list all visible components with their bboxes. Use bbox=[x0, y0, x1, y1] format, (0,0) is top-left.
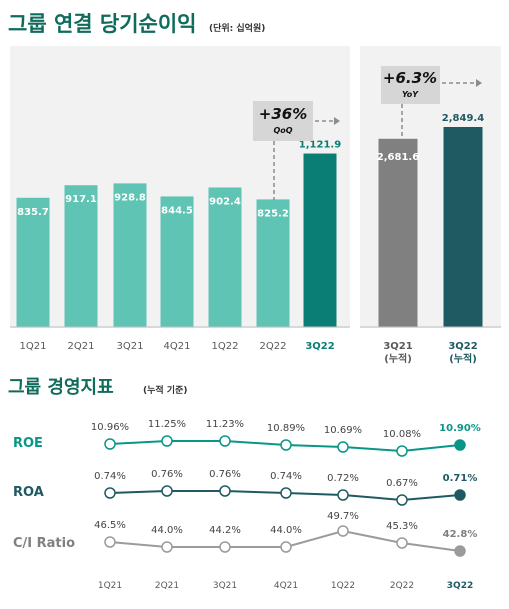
cum-tick-1-line2: (누적) bbox=[449, 352, 477, 365]
series-0-label-0: 10.96% bbox=[91, 422, 129, 433]
series-2-label-4: 49.7% bbox=[327, 511, 359, 522]
bar-label-1Q21: 835.7 bbox=[17, 207, 49, 218]
series-1-label-6: 0.71% bbox=[443, 473, 478, 484]
bar-2Q22 bbox=[256, 199, 290, 327]
yoy-value: +6.3% bbox=[383, 69, 437, 87]
series-1-point-1 bbox=[161, 485, 173, 497]
series-2-point-1 bbox=[161, 541, 173, 553]
kpi-x-tick-1Q22: 1Q22 bbox=[331, 581, 355, 591]
series-0-point-4 bbox=[337, 441, 349, 453]
series-1-label-4: 0.72% bbox=[327, 473, 359, 484]
series-0-label-4: 10.69% bbox=[324, 425, 362, 436]
series-name-2: C/I Ratio bbox=[13, 536, 75, 551]
series-2-point-6 bbox=[454, 545, 466, 557]
series-1-point-6 bbox=[454, 489, 466, 501]
qoq-value: +36% bbox=[259, 105, 307, 123]
kpi-x-tick-1Q21: 1Q21 bbox=[98, 581, 122, 591]
series-2-label-5: 45.3% bbox=[386, 521, 418, 532]
chart2-subtitle: (누적 기준) bbox=[143, 384, 187, 396]
series-0-point-6 bbox=[454, 439, 466, 451]
chart2-title: 그룹 경영지표 bbox=[8, 377, 114, 398]
series-1-label-0: 0.74% bbox=[94, 471, 126, 482]
bar-label-4Q21: 844.5 bbox=[161, 205, 193, 216]
series-1-label-5: 0.67% bbox=[386, 478, 418, 489]
bar-1Q21 bbox=[16, 197, 50, 327]
series-1-label-2: 0.76% bbox=[209, 469, 241, 480]
series-0-point-5 bbox=[396, 445, 408, 457]
series-2-point-4 bbox=[337, 525, 349, 537]
kpi-x-tick-4Q21: 4Q21 bbox=[274, 581, 298, 591]
series-0-label-1: 11.25% bbox=[148, 419, 186, 430]
kpi-x-tick-2Q21: 2Q21 bbox=[155, 581, 179, 591]
x-tick-2Q22: 2Q22 bbox=[260, 341, 287, 352]
bar-1Q22 bbox=[208, 187, 242, 327]
series-2-label-0: 46.5% bbox=[94, 520, 126, 531]
x-tick-4Q21: 4Q21 bbox=[164, 341, 191, 352]
cum-tick-0-line1: 3Q21 bbox=[383, 341, 412, 352]
x-tick-1Q22: 1Q22 bbox=[212, 341, 239, 352]
series-0-label-5: 10.08% bbox=[383, 429, 421, 440]
qoq-box bbox=[253, 101, 313, 141]
cum-tick-0-line2: (누적) bbox=[384, 352, 412, 365]
series-2-point-0 bbox=[104, 536, 116, 548]
series-0-point-0 bbox=[104, 438, 116, 450]
series-0-label-2: 11.23% bbox=[206, 419, 244, 430]
bar-label-3Q21: 928.8 bbox=[114, 192, 146, 203]
series-1-point-4 bbox=[337, 489, 349, 501]
cum-bar-label-0: 2,681.6 bbox=[377, 152, 419, 163]
series-name-1: ROA bbox=[13, 485, 44, 500]
chart1-title: 그룹 연결 당기순이익 bbox=[8, 12, 197, 36]
kpi-x-tick-3Q21: 3Q21 bbox=[213, 581, 237, 591]
bar-2Q21 bbox=[64, 185, 98, 327]
bar-label-3Q22: 1,121.9 bbox=[299, 140, 341, 151]
series-1-label-3: 0.74% bbox=[270, 471, 302, 482]
series-1-point-0 bbox=[104, 487, 116, 499]
series-2-point-3 bbox=[280, 541, 292, 553]
cum-tick-1-line1: 3Q22 bbox=[448, 341, 477, 352]
series-name-0: ROE bbox=[13, 436, 43, 451]
yoy-box bbox=[381, 66, 440, 104]
bar-label-2Q22: 825.2 bbox=[257, 208, 289, 219]
kpi-x-tick-3Q22: 3Q22 bbox=[447, 581, 473, 591]
cum-bar-label-1: 2,849.4 bbox=[442, 113, 484, 124]
series-2-point-5 bbox=[396, 537, 408, 549]
chart1-subtitle: (단위: 십억원) bbox=[209, 22, 265, 34]
series-2-label-2: 44.2% bbox=[209, 525, 241, 536]
x-tick-3Q21: 3Q21 bbox=[117, 341, 144, 352]
yoy-arrow-head bbox=[476, 79, 482, 87]
bar-label-2Q21: 917.1 bbox=[65, 194, 97, 205]
x-tick-3Q22: 3Q22 bbox=[305, 341, 334, 352]
series-2-label-3: 44.0% bbox=[270, 525, 302, 536]
series-1-point-5 bbox=[396, 494, 408, 506]
series-0-point-3 bbox=[280, 439, 292, 451]
series-1-point-3 bbox=[280, 487, 292, 499]
kpi-x-tick-2Q22: 2Q22 bbox=[390, 581, 414, 591]
x-tick-2Q21: 2Q21 bbox=[68, 341, 95, 352]
bar-3Q22 bbox=[303, 153, 337, 327]
cum-bar-1 bbox=[443, 127, 483, 327]
series-2-label-1: 44.0% bbox=[151, 525, 183, 536]
bar-3Q21 bbox=[113, 183, 147, 327]
bar-4Q21 bbox=[160, 196, 194, 327]
x-tick-1Q21: 1Q21 bbox=[20, 341, 47, 352]
series-1-point-2 bbox=[219, 485, 231, 497]
series-2-label-6: 42.8% bbox=[443, 529, 478, 540]
yoy-label: YoY bbox=[402, 90, 419, 99]
series-0-label-3: 10.89% bbox=[267, 423, 305, 434]
cum-bar-0 bbox=[378, 138, 418, 327]
bar-label-1Q22: 902.4 bbox=[209, 196, 241, 207]
series-2-point-2 bbox=[219, 541, 231, 553]
series-0-label-6: 10.90% bbox=[439, 423, 481, 434]
series-0-point-2 bbox=[219, 435, 231, 447]
series-0-point-1 bbox=[161, 435, 173, 447]
qoq-arrow-head bbox=[334, 117, 340, 125]
series-1-label-1: 0.76% bbox=[151, 469, 183, 480]
qoq-label: QoQ bbox=[273, 126, 292, 135]
